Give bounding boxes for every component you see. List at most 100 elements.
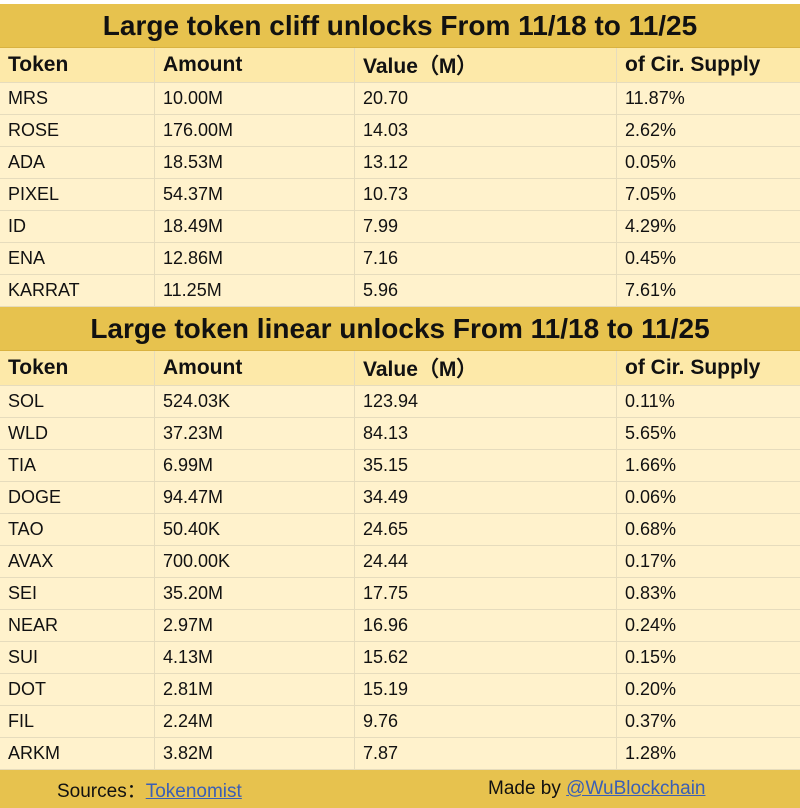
table-row: ENA 12.86M 7.16 0.45% <box>0 243 800 275</box>
header-row-cell: Token <box>0 351 155 385</box>
table-row-cell: 9.76 <box>355 706 617 737</box>
table-row: WLD 37.23M 84.13 5.65% <box>0 418 800 450</box>
table-row-cell: 18.49M <box>155 211 355 242</box>
table-row-cell: 7.61% <box>625 280 677 300</box>
table-row-cell: 0.20% <box>625 679 677 699</box>
header-row-cell: of Cir. Supply <box>625 53 761 76</box>
table-row-cell: WLD <box>0 418 155 449</box>
table-row-cell: 35.15 <box>355 450 617 481</box>
made-by-label: Made by <box>488 778 567 799</box>
table-row: SEI 35.20M 17.75 0.83% <box>0 578 800 610</box>
table-row: ARKM 3.82M 7.87 1.28% <box>0 738 800 770</box>
table-row-cell: 524.03K <box>155 386 355 417</box>
table-row-cell: 7.99 <box>355 211 617 242</box>
table-row-cell: 0.15% <box>625 647 677 667</box>
table-row-cell: 0.45% <box>625 248 677 268</box>
table-row-cell: 20.70 <box>355 83 617 114</box>
table-row-cell: 7.16 <box>355 243 617 274</box>
table-row-cell: 0.24% <box>625 615 677 635</box>
table-row-cell: 13.12 <box>355 147 617 178</box>
table-row: FIL 2.24M 9.76 0.37% <box>0 706 800 738</box>
table-row-cell: 11.25M <box>155 275 355 306</box>
table-row-cell: NEAR <box>0 610 155 641</box>
table-row-cell: 123.94 <box>355 386 617 417</box>
table-row-cell: 35.20M <box>155 578 355 609</box>
table-row-cell: 2.97M <box>155 610 355 641</box>
table-row-cell: ROSE <box>0 115 155 146</box>
table-row-cell: 94.47M <box>155 482 355 513</box>
table-row-cell: SUI <box>0 642 155 673</box>
footer: Sources：Tokenomist Made by @WuBlockchain <box>0 770 800 808</box>
table-row: AVAX 700.00K 24.44 0.17% <box>0 546 800 578</box>
table-row-cell: 0.37% <box>625 711 677 731</box>
table-row: SUI 4.13M 15.62 0.15% <box>0 642 800 674</box>
table-row-cell: 14.03 <box>355 115 617 146</box>
table-row-cell: TIA <box>0 450 155 481</box>
table-row-cell: 6.99M <box>155 450 355 481</box>
table-row-cell: 10.73 <box>355 179 617 210</box>
table-row-cell: 0.68% <box>625 519 677 539</box>
header-row-cell: of Cir. Supply <box>625 356 761 379</box>
tokenomist-link[interactable]: Tokenomist <box>145 780 242 802</box>
table-row-cell: 0.17% <box>625 551 677 571</box>
table-row-cell: 2.81M <box>155 674 355 705</box>
table-row-cell: KARRAT <box>0 275 155 306</box>
table-row-cell: 16.96 <box>355 610 617 641</box>
table-row-cell: 54.37M <box>155 179 355 210</box>
table-row: ID 18.49M 7.99 4.29% <box>0 211 800 243</box>
table-row: ROSE 176.00M 14.03 2.62% <box>0 115 800 147</box>
table-row-cell: 15.62 <box>355 642 617 673</box>
table-row-cell: ID <box>0 211 155 242</box>
table-row-cell: AVAX <box>0 546 155 577</box>
table-row-cell: 11.87% <box>625 88 685 108</box>
table-row-cell: 3.82M <box>155 738 355 769</box>
table-row-cell: 176.00M <box>155 115 355 146</box>
wublockchain-link[interactable]: @WuBlockchain <box>566 778 706 799</box>
cliff-title: Large token cliff unlocks From 11/18 to … <box>0 4 800 48</box>
table-row-cell: 10.00M <box>155 83 355 114</box>
table-row: ADA 18.53M 13.12 0.05% <box>0 147 800 179</box>
table-row-cell: 2.62% <box>625 120 677 140</box>
table-row-cell: 1.28% <box>625 743 677 763</box>
table-row-cell: 0.83% <box>625 583 677 603</box>
table-row-cell: TAO <box>0 514 155 545</box>
table-row: MRS 10.00M 20.70 11.87% <box>0 83 800 115</box>
made-by: Made by @WuBlockchain <box>488 778 705 800</box>
table-row-cell: 37.23M <box>155 418 355 449</box>
table-row-cell: 24.44 <box>355 546 617 577</box>
table-row-cell: 4.13M <box>155 642 355 673</box>
table-row-cell: 5.65% <box>625 423 677 443</box>
table-row-cell: 84.13 <box>355 418 617 449</box>
table-row: DOT 2.81M 15.19 0.20% <box>0 674 800 706</box>
table-row-cell: 17.75 <box>355 578 617 609</box>
table-row: SOL 524.03K 123.94 0.11% <box>0 386 800 418</box>
table-row-cell: 700.00K <box>155 546 355 577</box>
header-row-cell: Amount <box>155 351 355 385</box>
table-row-cell: ARKM <box>0 738 155 769</box>
table-row-cell: FIL <box>0 706 155 737</box>
table-row-cell: DOT <box>0 674 155 705</box>
table-row-cell: 1.66% <box>625 455 677 475</box>
header-row-cell: Token <box>0 48 155 82</box>
table-row-cell: 2.24M <box>155 706 355 737</box>
table-row-cell: 18.53M <box>155 147 355 178</box>
table-row: DOGE 94.47M 34.49 0.06% <box>0 482 800 514</box>
linear-title: Large token linear unlocks From 11/18 to… <box>0 307 800 351</box>
table-row-cell: 15.19 <box>355 674 617 705</box>
header-row-cell: Value（M） <box>355 48 617 82</box>
table-row-cell: 12.86M <box>155 243 355 274</box>
table-row: TAO 50.40K 24.65 0.68% <box>0 514 800 546</box>
unlock-table: Large token cliff unlocks From 11/18 to … <box>0 4 800 808</box>
table-row-cell: 7.05% <box>625 184 677 204</box>
table-row: PIXEL 54.37M 10.73 7.05% <box>0 179 800 211</box>
table-row-cell: 24.65 <box>355 514 617 545</box>
table-row-cell: PIXEL <box>0 179 155 210</box>
table-row-cell: SOL <box>0 386 155 417</box>
sources: Sources：Tokenomist <box>57 776 242 803</box>
cliff-table: Token Amount Value（M） of Cir. Supply MRS 10.0… <box>0 48 800 307</box>
table-row-cell: 34.49 <box>355 482 617 513</box>
table-row-cell: ENA <box>0 243 155 274</box>
table-row-cell: 4.29% <box>625 216 677 236</box>
table-row-cell: 5.96 <box>355 275 617 306</box>
sources-label: Sources： <box>57 780 146 802</box>
